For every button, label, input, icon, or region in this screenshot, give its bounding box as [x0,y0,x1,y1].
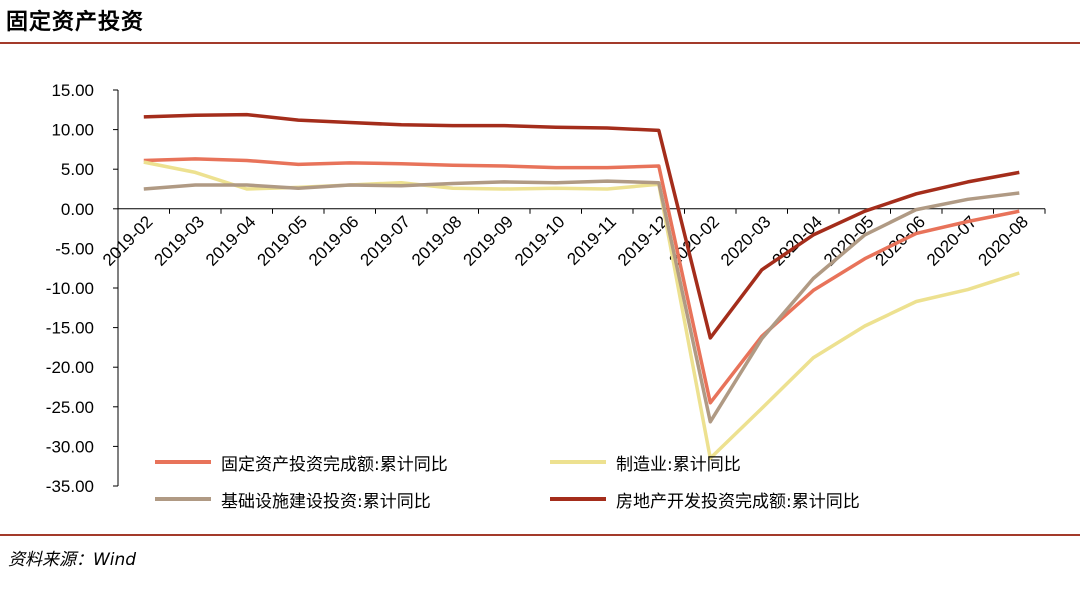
legend-swatch [550,497,606,501]
y-tick-label: -15.00 [46,319,94,338]
series-line-1 [143,160,1020,461]
legend-label: 房地产开发投资完成额:累计同比 [616,491,860,512]
legend-swatch [550,460,606,464]
legend-label: 固定资产投资完成额:累计同比 [221,454,448,475]
y-tick-label: -30.00 [46,437,94,456]
data-source: 资料来源：Wind [8,550,137,570]
x-tick-label: 2020-03 [717,212,775,270]
y-tick-label: 10.00 [51,121,94,140]
y-tick-label: 0.00 [61,200,94,219]
legend-item: 房地产开发投资完成额:累计同比 [550,486,860,512]
x-tick-label: 2020-08 [975,212,1033,270]
x-tick-label: 2019-07 [357,212,415,270]
x-tick-label: 2019-08 [408,212,466,270]
x-tick-label: 2019-04 [202,212,260,270]
x-tick-label: 2019-03 [151,212,209,270]
x-tick-label: 2019-06 [305,212,363,270]
page-title: 固定资产投资 [6,9,145,35]
x-tick-label: 2019-10 [511,212,569,270]
x-tick-label: 2019-02 [99,212,157,270]
y-tick-label: 15.00 [51,81,94,100]
x-tick-label: 2019-11 [563,212,620,269]
y-tick-label: -25.00 [46,398,94,417]
series-line-0 [143,157,1020,405]
y-tick-label: -20.00 [46,358,94,377]
series-line-2 [143,179,1020,424]
header-divider [0,42,1080,44]
legend-item: 基础设施建设投资:累计同比 [155,486,431,512]
legend-label: 基础设施建设投资:累计同比 [221,491,431,512]
legend-swatch [155,460,211,464]
y-tick-label: -10.00 [46,279,94,298]
y-tick-label: -5.00 [55,239,94,258]
y-tick-label: 5.00 [61,160,94,179]
x-tick-label: 2019-12 [614,212,672,270]
y-tick-label: -35.00 [46,477,94,496]
series-line-3 [143,112,1020,340]
legend-label: 制造业:累计同比 [616,454,741,475]
legend-item: 制造业:累计同比 [550,449,741,475]
x-tick-label: 2019-09 [460,212,518,270]
line-chart: 15.00 10.00 5.00 0.00 -5.00 -10.00 -15.00 -20.0… [46,81,1046,496]
legend-swatch [155,497,211,501]
x-tick-label: 2019-05 [254,212,312,270]
legend-item: 固定资产投资完成额:累计同比 [155,449,448,475]
footer-divider [0,534,1080,536]
x-tick-label: 2020-05 [820,212,878,270]
